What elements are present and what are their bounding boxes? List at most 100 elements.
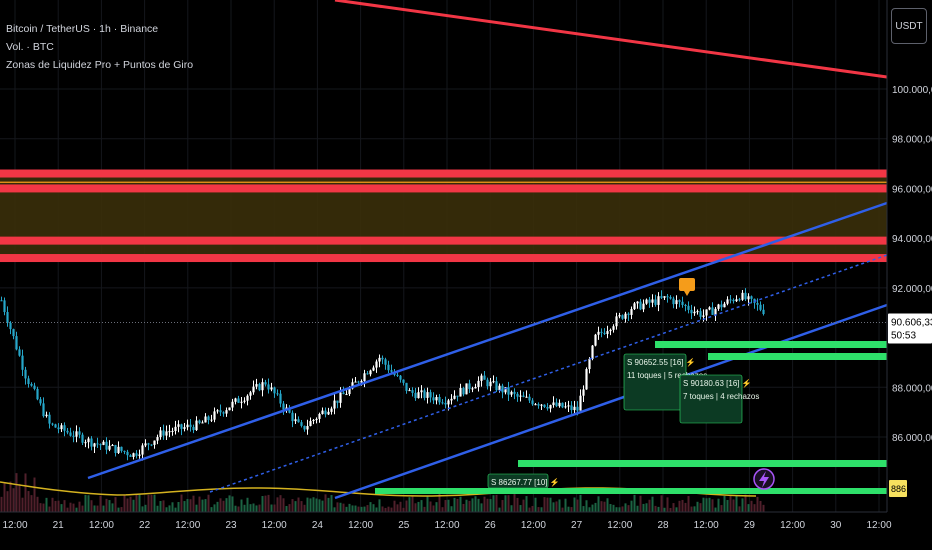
volume-bar: [498, 507, 501, 512]
candle-body: [162, 430, 165, 436]
candle-body: [717, 304, 720, 309]
volume-bar: [312, 497, 315, 512]
resistance-line: [0, 236, 887, 245]
volume-bar: [153, 494, 156, 512]
symbol-title[interactable]: Bitcoin / TetherUS · 1h · Binance: [6, 23, 159, 35]
volume-bar: [678, 500, 681, 512]
volume-bar: [105, 498, 108, 512]
candle-body: [549, 405, 552, 409]
candle-body: [579, 395, 582, 411]
candle-body: [99, 444, 102, 446]
zone-label-box: [487, 473, 549, 489]
candle-body: [102, 441, 105, 445]
volume-bar: [324, 494, 327, 512]
volume-bar: [699, 503, 702, 512]
volume-bar: [462, 503, 465, 512]
volume-bar: [171, 502, 174, 512]
volume-bar: [669, 507, 672, 512]
volume-bar: [447, 499, 450, 512]
volume-bar: [513, 494, 516, 512]
volume-bar: [231, 496, 234, 512]
volume-bar: [225, 498, 228, 512]
candle-body: [243, 400, 246, 402]
candle-body: [438, 396, 441, 403]
volume-bar: [267, 494, 270, 512]
zone-label-line2: 7 toques | 4 rechazos: [683, 392, 759, 401]
volume-bar: [213, 504, 216, 512]
volume-bar: [444, 500, 447, 512]
volume-bar: [93, 505, 96, 512]
candle-body: [507, 387, 510, 395]
volume-bar: [264, 495, 267, 512]
time-tick-label: 12:00: [434, 520, 459, 531]
volume-indicator-title[interactable]: Vol. · BTC: [6, 41, 54, 53]
candle-body: [516, 393, 519, 397]
candle-body: [30, 384, 33, 386]
candle-body: [375, 361, 378, 368]
volume-bar: [66, 507, 69, 512]
candle-body: [126, 451, 129, 456]
volume-bar: [648, 499, 651, 512]
volume-bar: [198, 496, 201, 512]
candle-body: [282, 403, 285, 410]
candle-body: [48, 414, 51, 424]
pivot-marker-box: [679, 278, 695, 291]
volume-bar: [147, 494, 150, 512]
candle-body: [144, 443, 147, 446]
volume-bar: [594, 502, 597, 512]
volume-bar: [282, 498, 285, 512]
candle-body: [747, 296, 750, 300]
candle-body: [12, 329, 15, 337]
volume-bar: [588, 507, 591, 512]
time-axis: 12:00 21 12:00 22 12:00 23 12:00 24 12:00 25 12:00…: [2, 520, 891, 531]
candle-body: [150, 444, 153, 446]
candle-body: [315, 418, 318, 420]
volume-bar: [261, 496, 264, 512]
volume-bar: [393, 500, 396, 512]
candle-body: [3, 300, 6, 313]
liquidity-indicator-title[interactable]: Zonas de Liquidez Pro + Puntos de Giro: [6, 59, 194, 71]
currency-button[interactable]: USDT: [891, 8, 927, 44]
volume-bar: [468, 500, 471, 512]
volume-bar: [3, 483, 6, 512]
candle-body: [198, 420, 201, 423]
candle-body: [624, 313, 627, 319]
candle-body: [498, 385, 501, 391]
candle-body: [687, 305, 690, 310]
volume-badge-box: [889, 480, 907, 497]
volume-bar: [756, 496, 759, 512]
candle-body: [489, 381, 492, 387]
candle-body: [87, 438, 90, 443]
candle-body: [477, 380, 480, 387]
candle-body: [111, 445, 114, 447]
volume-bar: [180, 494, 183, 512]
volume-bar: [456, 498, 459, 512]
volume-bar: [297, 497, 300, 512]
candle-body: [669, 297, 672, 299]
volume-bar: [510, 505, 513, 512]
volume-bar: [723, 495, 726, 512]
candle-body: [603, 332, 606, 334]
candle-body: [342, 392, 345, 395]
volume-bar: [720, 505, 723, 512]
candle-body: [666, 296, 669, 298]
candle-body: [429, 392, 432, 398]
volume-bar: [384, 507, 387, 512]
candle-body: [225, 410, 228, 414]
candle-body: [249, 392, 252, 396]
time-axis-bg: [0, 512, 932, 550]
support-line: [375, 488, 887, 494]
candle-body: [654, 299, 657, 305]
candle-body: [585, 369, 588, 390]
volume-bar: [405, 500, 408, 512]
candle-body: [135, 453, 138, 456]
volume-bar: [222, 500, 225, 512]
volume-bars: [0, 473, 765, 512]
volume-bar: [474, 496, 477, 512]
candle-body: [510, 391, 513, 395]
volume-bar: [414, 503, 417, 512]
candle-body: [186, 424, 189, 428]
candle-body: [303, 425, 306, 430]
